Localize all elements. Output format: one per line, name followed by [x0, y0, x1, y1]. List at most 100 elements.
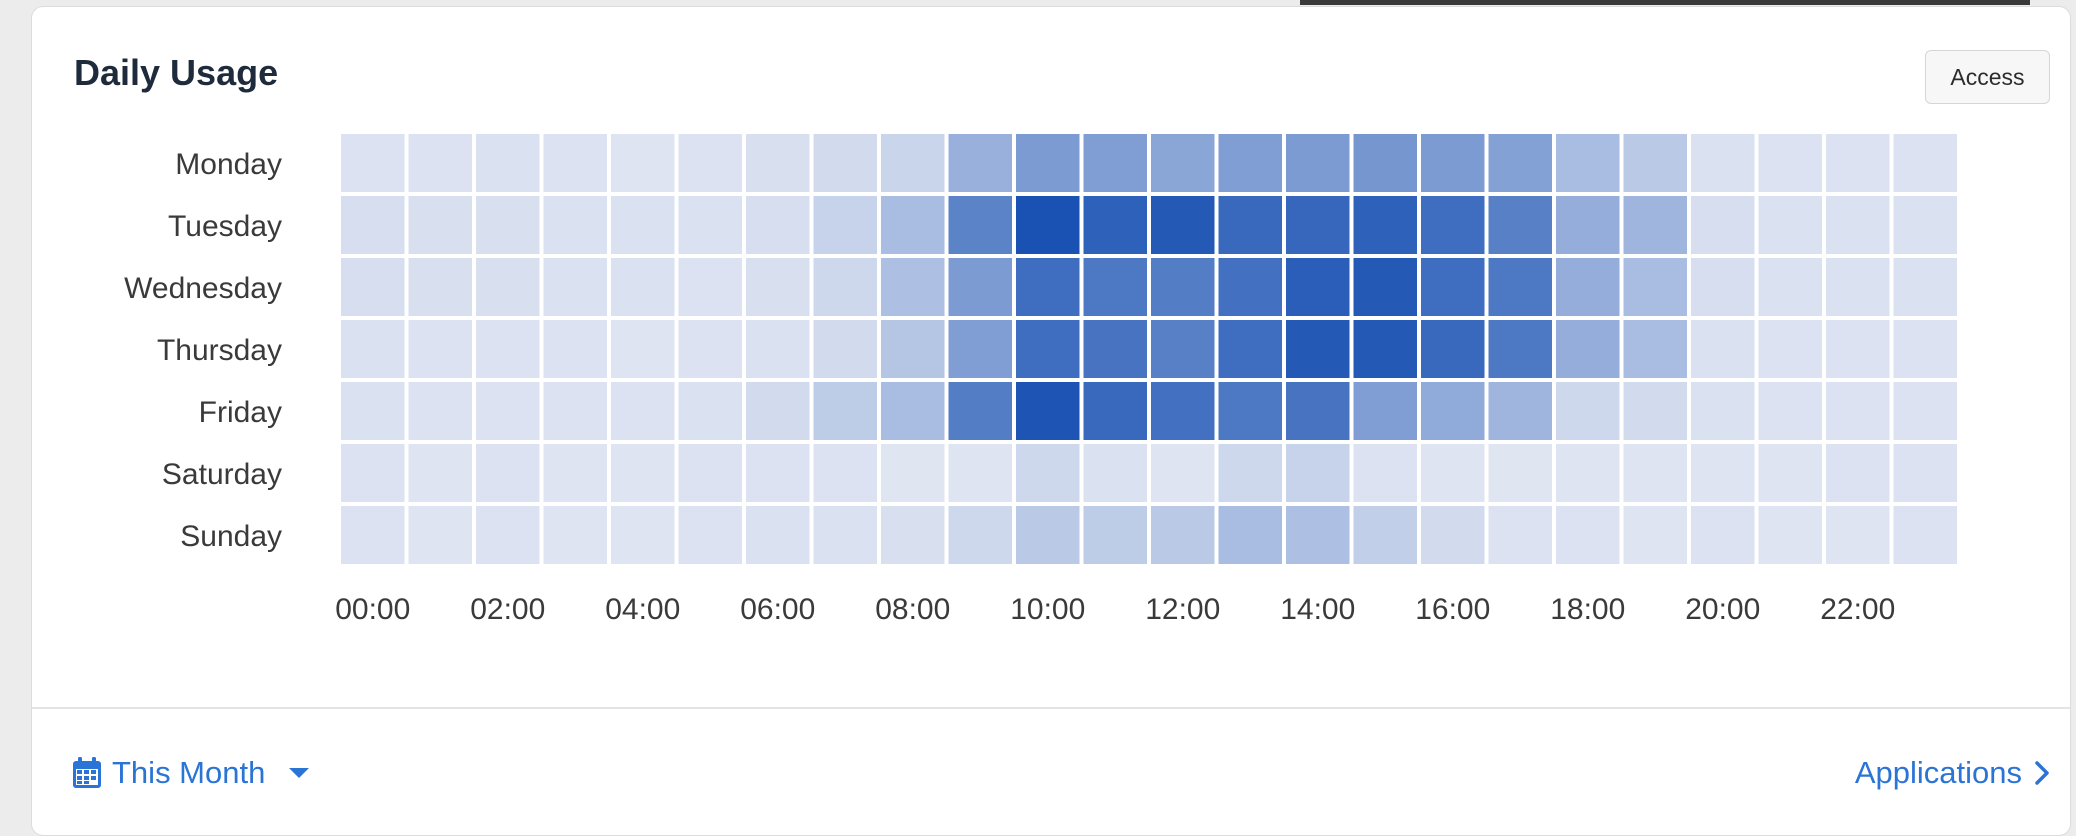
- heatmap-cell-monday-1900[interactable]: [1623, 134, 1688, 192]
- heatmap-cell-wednesday-2200[interactable]: [1826, 258, 1890, 316]
- heatmap-cell-friday-0800[interactable]: [881, 382, 945, 440]
- heatmap-cell-saturday-0200[interactable]: [476, 444, 540, 502]
- heatmap-cell-saturday-2100[interactable]: [1758, 444, 1823, 502]
- heatmap-cell-tuesday-2100[interactable]: [1758, 196, 1823, 254]
- heatmap-cell-friday-1700[interactable]: [1488, 382, 1553, 440]
- heatmap-cell-saturday-2000[interactable]: [1691, 444, 1755, 502]
- heatmap-cell-saturday-1600[interactable]: [1421, 444, 1485, 502]
- heatmap-cell-wednesday-1800[interactable]: [1556, 258, 1620, 316]
- heatmap-cell-wednesday-0200[interactable]: [476, 258, 540, 316]
- heatmap-cell-tuesday-1400[interactable]: [1286, 196, 1350, 254]
- heatmap-cell-sunday-0700[interactable]: [813, 506, 878, 564]
- heatmap-cell-tuesday-0300[interactable]: [543, 196, 608, 254]
- heatmap-cell-thursday-0800[interactable]: [881, 320, 945, 378]
- heatmap-cell-thursday-0100[interactable]: [408, 320, 473, 378]
- heatmap-cell-monday-0700[interactable]: [813, 134, 878, 192]
- heatmap-cell-sunday-1700[interactable]: [1488, 506, 1553, 564]
- heatmap-cell-sunday-1800[interactable]: [1556, 506, 1620, 564]
- heatmap-cell-thursday-1100[interactable]: [1083, 320, 1148, 378]
- heatmap-cell-saturday-0700[interactable]: [813, 444, 878, 502]
- heatmap-cell-saturday-1100[interactable]: [1083, 444, 1148, 502]
- heatmap-cell-wednesday-1600[interactable]: [1421, 258, 1485, 316]
- heatmap-cell-friday-1000[interactable]: [1016, 382, 1080, 440]
- heatmap-cell-friday-1500[interactable]: [1353, 382, 1418, 440]
- heatmap-cell-tuesday-0500[interactable]: [678, 196, 743, 254]
- heatmap-cell-monday-0900[interactable]: [948, 134, 1013, 192]
- heatmap-cell-friday-1400[interactable]: [1286, 382, 1350, 440]
- heatmap-cell-monday-0100[interactable]: [408, 134, 473, 192]
- heatmap-cell-wednesday-1200[interactable]: [1151, 258, 1215, 316]
- heatmap-cell-monday-0600[interactable]: [746, 134, 810, 192]
- heatmap-cell-saturday-1500[interactable]: [1353, 444, 1418, 502]
- heatmap-cell-monday-2300[interactable]: [1893, 134, 1958, 192]
- heatmap-cell-sunday-0900[interactable]: [948, 506, 1013, 564]
- heatmap-cell-wednesday-1700[interactable]: [1488, 258, 1553, 316]
- heatmap-cell-wednesday-0600[interactable]: [746, 258, 810, 316]
- heatmap-cell-saturday-0000[interactable]: [341, 444, 405, 502]
- heatmap-cell-sunday-0400[interactable]: [611, 506, 675, 564]
- heatmap-cell-thursday-0000[interactable]: [341, 320, 405, 378]
- heatmap-cell-tuesday-1100[interactable]: [1083, 196, 1148, 254]
- heatmap-cell-sunday-0600[interactable]: [746, 506, 810, 564]
- heatmap-cell-friday-0700[interactable]: [813, 382, 878, 440]
- heatmap-cell-wednesday-2000[interactable]: [1691, 258, 1755, 316]
- heatmap-cell-sunday-1600[interactable]: [1421, 506, 1485, 564]
- heatmap-cell-thursday-2000[interactable]: [1691, 320, 1755, 378]
- heatmap-cell-tuesday-2000[interactable]: [1691, 196, 1755, 254]
- heatmap-cell-thursday-1000[interactable]: [1016, 320, 1080, 378]
- heatmap-cell-wednesday-1100[interactable]: [1083, 258, 1148, 316]
- heatmap-cell-thursday-2300[interactable]: [1893, 320, 1958, 378]
- heatmap-cell-saturday-1000[interactable]: [1016, 444, 1080, 502]
- heatmap-cell-sunday-1200[interactable]: [1151, 506, 1215, 564]
- heatmap-cell-sunday-0500[interactable]: [678, 506, 743, 564]
- heatmap-cell-thursday-0400[interactable]: [611, 320, 675, 378]
- heatmap-cell-friday-0400[interactable]: [611, 382, 675, 440]
- heatmap-cell-thursday-0600[interactable]: [746, 320, 810, 378]
- heatmap-cell-tuesday-1900[interactable]: [1623, 196, 1688, 254]
- heatmap-cell-thursday-1400[interactable]: [1286, 320, 1350, 378]
- heatmap-cell-tuesday-0100[interactable]: [408, 196, 473, 254]
- heatmap-cell-sunday-2100[interactable]: [1758, 506, 1823, 564]
- heatmap-cell-thursday-0200[interactable]: [476, 320, 540, 378]
- heatmap-cell-saturday-0900[interactable]: [948, 444, 1013, 502]
- heatmap-cell-tuesday-0200[interactable]: [476, 196, 540, 254]
- heatmap-cell-wednesday-1400[interactable]: [1286, 258, 1350, 316]
- heatmap-cell-tuesday-2300[interactable]: [1893, 196, 1958, 254]
- heatmap-cell-saturday-0100[interactable]: [408, 444, 473, 502]
- heatmap-cell-saturday-1400[interactable]: [1286, 444, 1350, 502]
- heatmap-cell-saturday-1700[interactable]: [1488, 444, 1553, 502]
- heatmap-cell-thursday-0500[interactable]: [678, 320, 743, 378]
- heatmap-cell-monday-2000[interactable]: [1691, 134, 1755, 192]
- heatmap-cell-tuesday-0700[interactable]: [813, 196, 878, 254]
- heatmap-cell-tuesday-1800[interactable]: [1556, 196, 1620, 254]
- heatmap-cell-friday-0000[interactable]: [341, 382, 405, 440]
- heatmap-cell-sunday-2000[interactable]: [1691, 506, 1755, 564]
- heatmap-cell-saturday-0300[interactable]: [543, 444, 608, 502]
- heatmap-cell-friday-0500[interactable]: [678, 382, 743, 440]
- heatmap-cell-sunday-2200[interactable]: [1826, 506, 1890, 564]
- heatmap-cell-monday-0300[interactable]: [543, 134, 608, 192]
- heatmap-cell-saturday-0400[interactable]: [611, 444, 675, 502]
- heatmap-cell-friday-0100[interactable]: [408, 382, 473, 440]
- heatmap-cell-thursday-0300[interactable]: [543, 320, 608, 378]
- heatmap-cell-monday-1700[interactable]: [1488, 134, 1553, 192]
- heatmap-cell-friday-1900[interactable]: [1623, 382, 1688, 440]
- heatmap-cell-friday-2200[interactable]: [1826, 382, 1890, 440]
- heatmap-cell-saturday-1300[interactable]: [1218, 444, 1283, 502]
- heatmap-cell-saturday-2200[interactable]: [1826, 444, 1890, 502]
- heatmap-cell-monday-0000[interactable]: [341, 134, 405, 192]
- heatmap-cell-thursday-1600[interactable]: [1421, 320, 1485, 378]
- heatmap-cell-saturday-2300[interactable]: [1893, 444, 1958, 502]
- heatmap-cell-monday-1100[interactable]: [1083, 134, 1148, 192]
- heatmap-cell-thursday-1200[interactable]: [1151, 320, 1215, 378]
- heatmap-cell-friday-1800[interactable]: [1556, 382, 1620, 440]
- heatmap-cell-friday-2100[interactable]: [1758, 382, 1823, 440]
- heatmap-cell-friday-0900[interactable]: [948, 382, 1013, 440]
- heatmap-cell-wednesday-2100[interactable]: [1758, 258, 1823, 316]
- heatmap-cell-wednesday-1900[interactable]: [1623, 258, 1688, 316]
- heatmap-cell-wednesday-2300[interactable]: [1893, 258, 1958, 316]
- heatmap-cell-monday-1300[interactable]: [1218, 134, 1283, 192]
- heatmap-cell-tuesday-1600[interactable]: [1421, 196, 1485, 254]
- heatmap-cell-wednesday-1300[interactable]: [1218, 258, 1283, 316]
- heatmap-cell-wednesday-0500[interactable]: [678, 258, 743, 316]
